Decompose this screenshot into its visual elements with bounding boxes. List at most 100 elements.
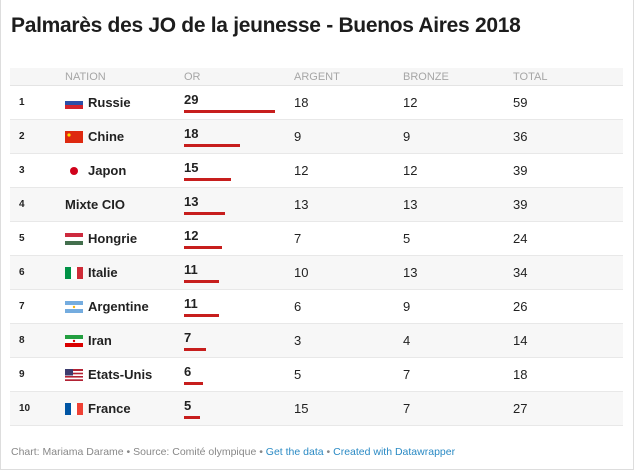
medal-table: NATION OR ARGENT BRONZE TOTAL 1 Russie 29 1… [10, 68, 623, 426]
footer: Chart: Mariama Darame • Source: Comité o… [11, 446, 455, 458]
footer-sep: • [323, 446, 334, 458]
bronze-cell: 7 [403, 401, 411, 416]
footer-sep: • [123, 446, 134, 458]
total-cell: 18 [513, 367, 528, 382]
nation-cell: Chine [65, 129, 184, 144]
nation-cell: Iran [65, 333, 184, 348]
rank-cell: 1 [19, 97, 25, 108]
or-value: 11 [184, 296, 198, 311]
or-value: 7 [184, 330, 192, 345]
rank-cell: 4 [19, 199, 25, 210]
or-bar [184, 246, 222, 249]
total-cell: 24 [513, 231, 528, 246]
get-data-link[interactable]: Get the data [265, 446, 324, 458]
nation-name: Mixte CIO [65, 197, 125, 212]
nation-cell: Argentine [65, 299, 184, 314]
table-row: 10 France 5 15 7 27 [10, 392, 623, 426]
argent-cell: 13 [294, 197, 309, 212]
bronze-cell: 13 [403, 197, 418, 212]
usa-flag-icon [65, 368, 83, 381]
table-row: 2 Chine 18 9 9 36 [10, 120, 623, 154]
italy-flag-icon [65, 266, 83, 279]
or-cell: 18 [184, 120, 294, 153]
france-flag-icon [65, 402, 83, 415]
or-bar [184, 178, 232, 181]
nation-cell: Russie [65, 95, 184, 110]
footer-credit: Chart: Mariama Darame [11, 446, 124, 458]
bronze-cell: 4 [403, 333, 411, 348]
nation-cell: Etats-Unis [65, 367, 184, 382]
footer-sep: • [256, 446, 266, 458]
nation-cell: Mixte CIO [65, 197, 184, 212]
rank-cell: 6 [19, 267, 25, 278]
argent-cell: 3 [294, 333, 302, 348]
argent-cell: 12 [294, 163, 309, 178]
table-row: 9 Etats-Unis 6 5 7 18 [10, 358, 623, 392]
or-cell: 13 [184, 188, 294, 221]
header-nation[interactable]: NATION [65, 70, 106, 83]
total-cell: 26 [513, 299, 528, 314]
or-cell: 29 [184, 86, 294, 119]
rank-cell: 7 [19, 301, 25, 312]
bronze-cell: 7 [403, 367, 411, 382]
or-bar [184, 348, 206, 351]
or-value: 15 [184, 160, 199, 175]
total-cell: 39 [513, 197, 528, 212]
argent-cell: 6 [294, 299, 302, 314]
argent-cell: 7 [294, 231, 302, 246]
rank-cell: 9 [19, 369, 25, 380]
table-row: 3 Japon 15 12 12 39 [10, 154, 623, 188]
or-cell: 15 [184, 154, 294, 187]
nation-cell: Japon [65, 163, 184, 178]
nation-name: Russie [88, 95, 131, 110]
or-value: 18 [184, 126, 199, 141]
or-bar [184, 280, 219, 283]
or-bar [184, 314, 219, 317]
table-row: 1 Russie 29 18 12 59 [10, 86, 623, 120]
total-cell: 36 [513, 129, 528, 144]
header-bronze[interactable]: BRONZE [403, 70, 449, 83]
or-cell: 5 [184, 392, 294, 425]
russia-flag-icon [65, 96, 83, 109]
nation-name: Italie [88, 265, 118, 280]
argent-cell: 18 [294, 95, 309, 110]
or-bar [184, 416, 200, 419]
japan-flag-icon [65, 165, 83, 177]
rank-cell: 10 [19, 403, 31, 414]
or-value: 13 [184, 194, 199, 209]
chart-title: Palmarès des JO de la jeunesse - Buenos … [11, 14, 521, 37]
header-argent[interactable]: ARGENT [294, 70, 340, 83]
nation-cell: Italie [65, 265, 184, 280]
argent-cell: 15 [294, 401, 309, 416]
nation-name: Japon [88, 163, 127, 178]
or-value: 29 [184, 92, 199, 107]
header-total[interactable]: TOTAL [513, 70, 548, 83]
china-flag-icon [65, 130, 83, 143]
table-row: 8 Iran 7 3 4 14 [10, 324, 623, 358]
argent-cell: 5 [294, 367, 302, 382]
argentina-flag-icon [65, 300, 83, 313]
bronze-cell: 12 [403, 95, 418, 110]
bronze-cell: 12 [403, 163, 418, 178]
nation-name: Argentine [88, 299, 149, 314]
nation-name: Etats-Unis [88, 367, 153, 382]
footer-source: Source: Comité olympique [133, 446, 257, 458]
table-row: 6 Italie 11 10 13 34 [10, 256, 623, 290]
nation-cell: France [65, 401, 184, 416]
rank-cell: 2 [19, 131, 25, 142]
rank-cell: 8 [19, 335, 25, 346]
table-row: 4 Mixte CIO 13 13 13 39 [10, 188, 623, 222]
iran-flag-icon [65, 334, 83, 347]
total-cell: 27 [513, 401, 528, 416]
rank-cell: 5 [19, 233, 25, 244]
datawrapper-link[interactable]: Created with Datawrapper [333, 446, 456, 458]
header-or[interactable]: OR [184, 70, 201, 83]
or-value: 6 [184, 364, 192, 379]
nation-name: Chine [88, 129, 125, 144]
nation-name: France [88, 401, 131, 416]
bronze-cell: 9 [403, 299, 411, 314]
table-header: NATION OR ARGENT BRONZE TOTAL [10, 68, 623, 86]
nation-name: Iran [88, 333, 112, 348]
total-cell: 34 [513, 265, 528, 280]
